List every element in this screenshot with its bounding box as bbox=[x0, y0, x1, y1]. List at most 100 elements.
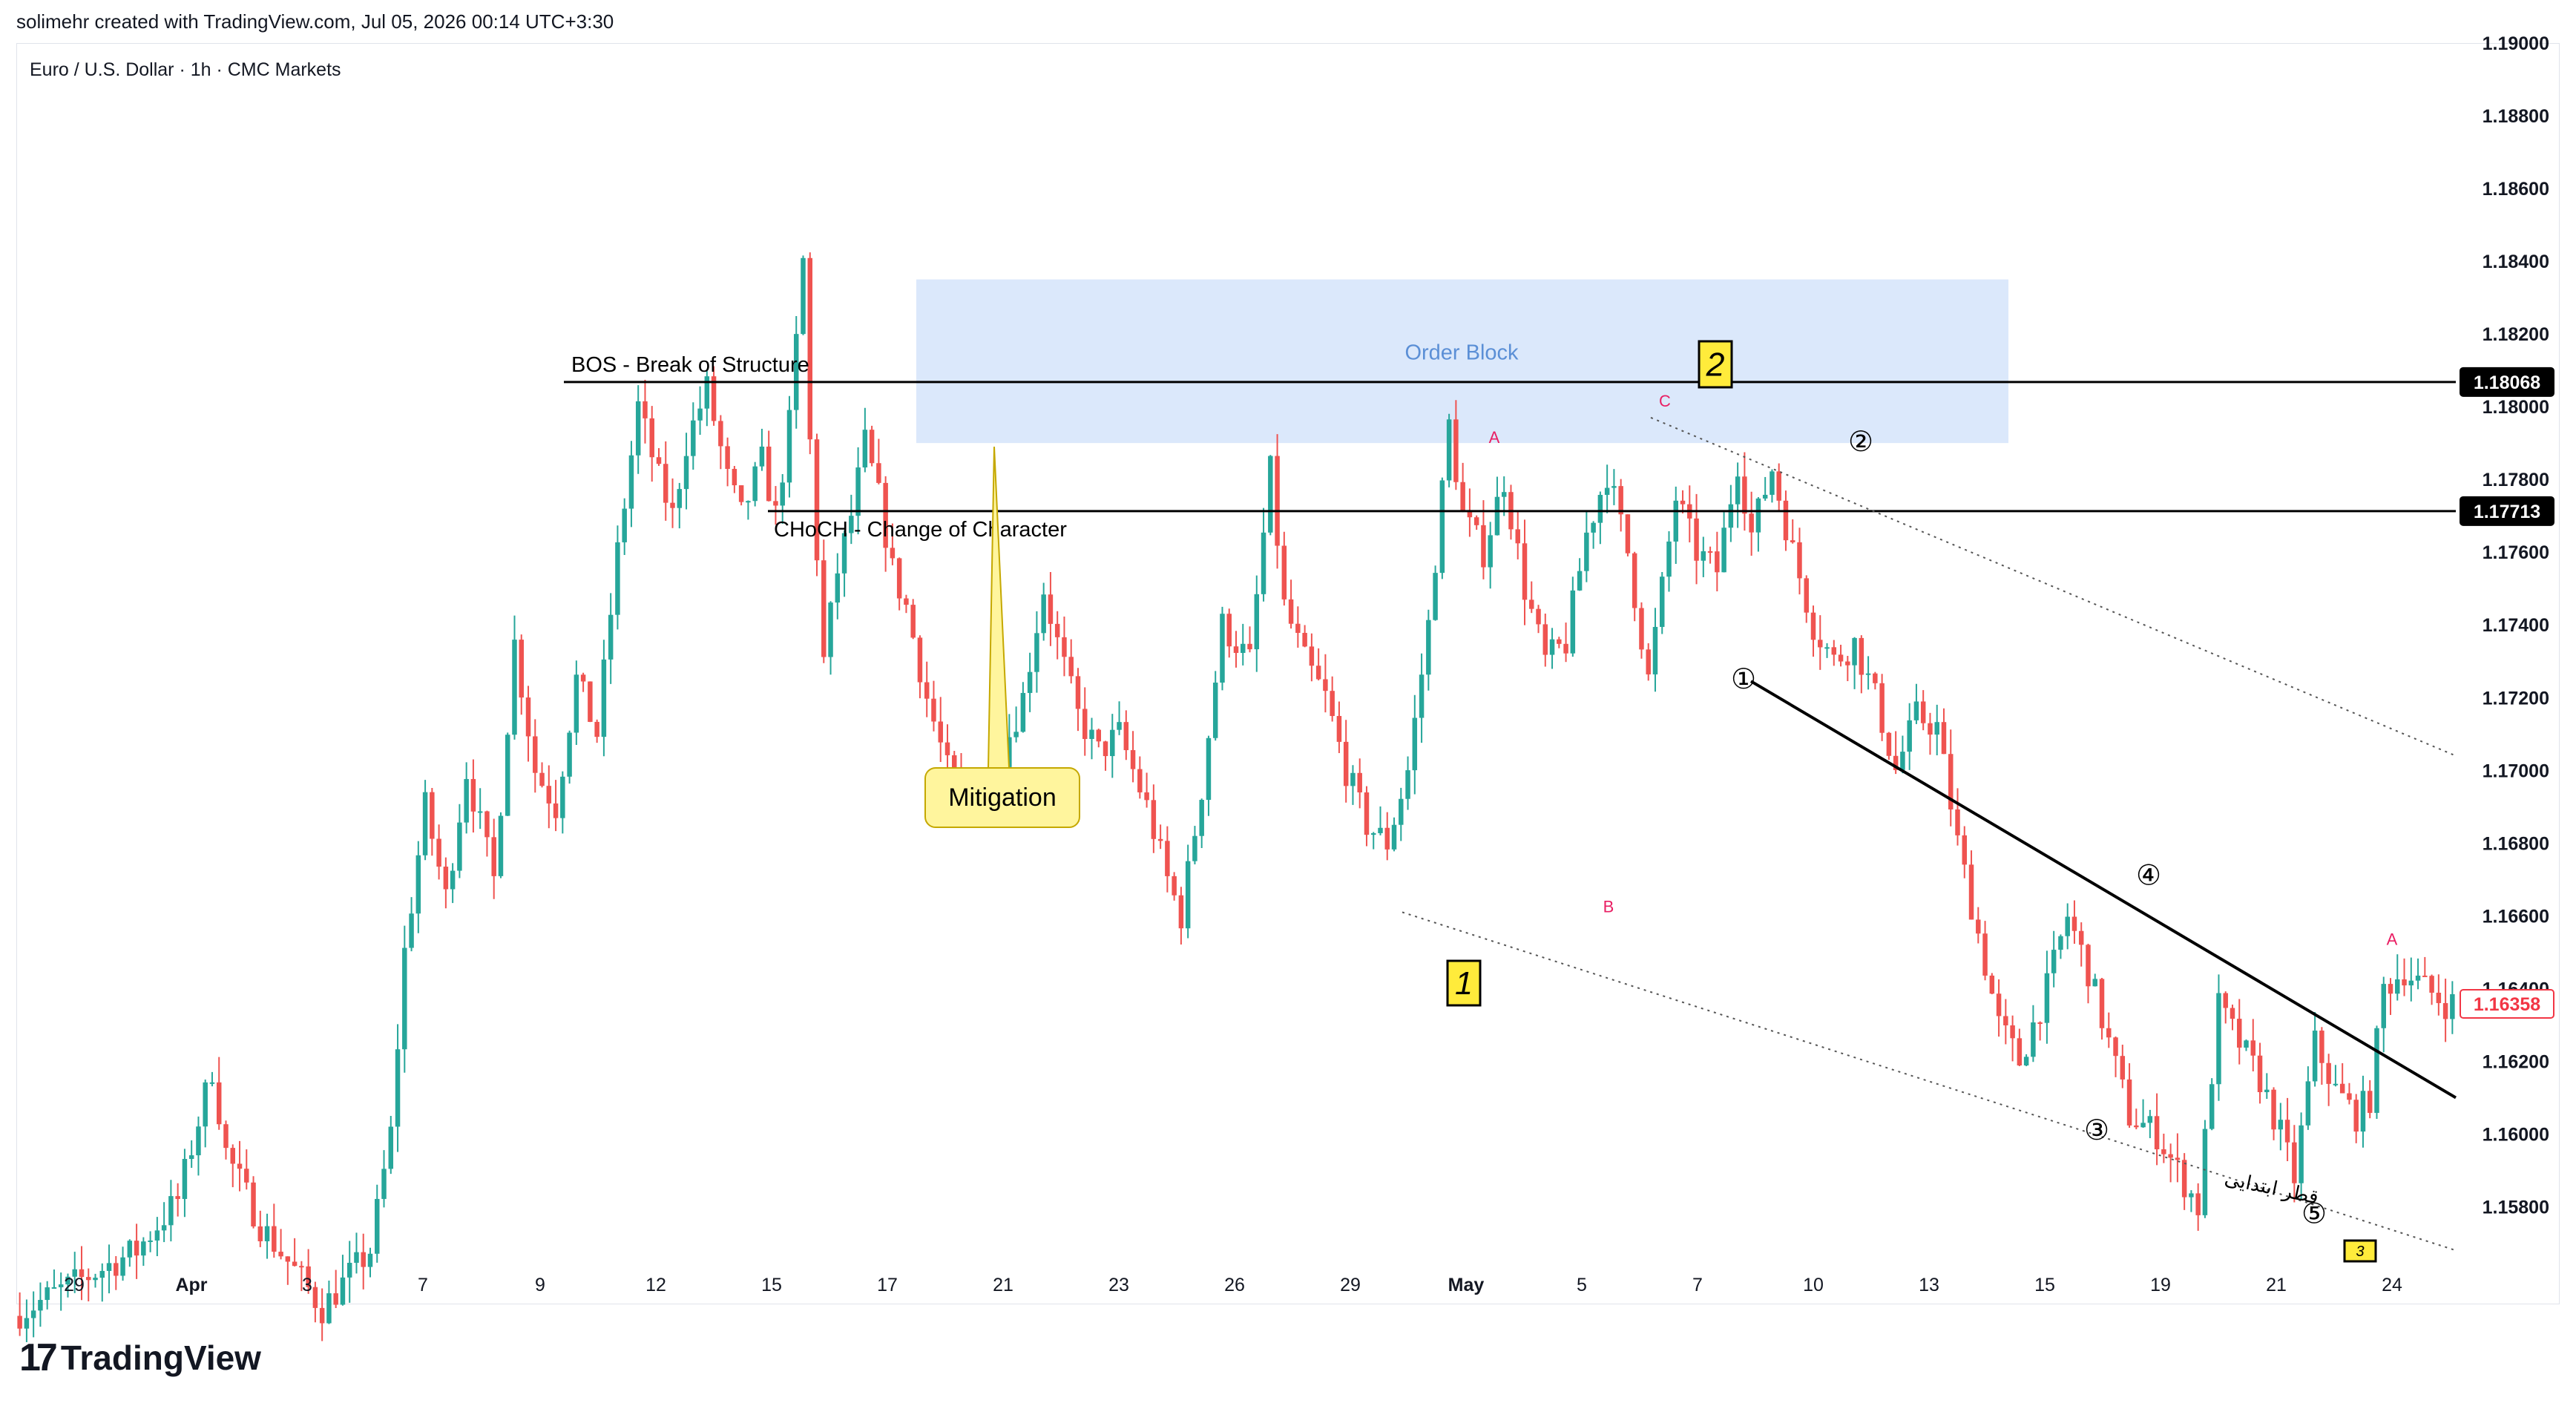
candle-body bbox=[2415, 975, 2421, 981]
candle bbox=[1123, 710, 1129, 761]
candle bbox=[904, 594, 909, 614]
candle bbox=[1281, 531, 1287, 606]
candle bbox=[120, 1246, 125, 1281]
candle bbox=[2126, 1063, 2132, 1129]
candle bbox=[1859, 635, 1864, 694]
candle-body bbox=[1790, 540, 1795, 542]
candle bbox=[326, 1280, 332, 1324]
candle bbox=[2175, 1133, 2181, 1183]
candle-body bbox=[17, 1315, 22, 1329]
candle bbox=[1488, 522, 1493, 589]
impulse-wave-3: ③ bbox=[2084, 1114, 2109, 1146]
wave-trendline bbox=[1749, 680, 2457, 1100]
candle-body bbox=[1982, 933, 1988, 976]
candle bbox=[1755, 496, 1761, 552]
candle bbox=[333, 1269, 338, 1308]
candle bbox=[354, 1232, 359, 1274]
candle bbox=[430, 787, 435, 856]
x-tick-label: 3 bbox=[302, 1275, 312, 1295]
candle bbox=[1481, 500, 1486, 579]
candle-body bbox=[697, 408, 703, 421]
candle-body bbox=[780, 482, 785, 506]
candle-body bbox=[1804, 578, 1809, 613]
candle-body bbox=[1323, 679, 1328, 691]
candle-body bbox=[1096, 729, 1102, 742]
candle-body bbox=[553, 803, 559, 818]
candle-body bbox=[1370, 832, 1376, 835]
y-tick-label: 1.18000 bbox=[2483, 397, 2549, 418]
candle-body bbox=[1577, 571, 1583, 591]
candle bbox=[154, 1217, 160, 1257]
candle bbox=[1494, 476, 1500, 536]
candle bbox=[1797, 528, 1802, 595]
candle bbox=[821, 539, 827, 663]
candle-body bbox=[601, 659, 607, 738]
candle-body bbox=[1563, 643, 1568, 654]
y-tick-label: 1.17000 bbox=[2483, 761, 2549, 781]
candle-body bbox=[484, 811, 490, 838]
candle-body bbox=[2305, 1081, 2311, 1126]
candle-body bbox=[498, 815, 504, 876]
candle bbox=[1701, 536, 1706, 577]
candle-body bbox=[718, 421, 723, 447]
candle-body bbox=[2202, 1129, 2208, 1215]
candle-body bbox=[2120, 1056, 2126, 1080]
candle-body bbox=[51, 1287, 57, 1289]
choch-label: CHoCH - Change of Character bbox=[774, 518, 1067, 542]
candle bbox=[944, 724, 950, 771]
candle bbox=[2395, 954, 2400, 1001]
candle-body bbox=[1536, 608, 1541, 625]
candle bbox=[1295, 606, 1301, 648]
candle bbox=[896, 557, 902, 611]
candle bbox=[1199, 798, 1204, 849]
candle-body bbox=[2065, 916, 2070, 936]
candle-body bbox=[2175, 1157, 2181, 1160]
candle bbox=[1591, 521, 1596, 549]
candle-body bbox=[2312, 1031, 2318, 1082]
candle-body bbox=[209, 1082, 215, 1084]
candle-body bbox=[312, 1287, 318, 1308]
candle-body bbox=[2010, 1025, 2015, 1039]
candle bbox=[643, 379, 648, 444]
candle bbox=[1948, 729, 1954, 827]
candle-body bbox=[430, 792, 435, 839]
candle bbox=[2422, 956, 2428, 977]
candle bbox=[1405, 756, 1410, 810]
candle-body bbox=[2284, 1120, 2290, 1143]
candle-body bbox=[106, 1263, 112, 1271]
candle-body bbox=[594, 721, 599, 738]
candle bbox=[752, 461, 758, 507]
candle-body bbox=[1770, 471, 1775, 495]
tradingview-logo-text: TradingView bbox=[60, 1338, 261, 1377]
candle bbox=[622, 498, 627, 555]
candle bbox=[677, 482, 683, 529]
candle-body bbox=[1666, 541, 1672, 577]
candle-body bbox=[2271, 1089, 2276, 1130]
candle bbox=[415, 841, 421, 933]
candle bbox=[209, 1071, 215, 1087]
candle bbox=[1261, 507, 1266, 602]
candle-body bbox=[1473, 517, 1479, 525]
candle bbox=[141, 1237, 146, 1267]
candle bbox=[2017, 1028, 2023, 1066]
candle bbox=[1652, 608, 1658, 692]
candle-body bbox=[752, 466, 758, 502]
candle bbox=[1068, 639, 1074, 684]
x-tick-label: 29 bbox=[64, 1275, 85, 1295]
candle bbox=[272, 1203, 277, 1258]
candle bbox=[1907, 703, 1912, 770]
candle-body bbox=[904, 598, 909, 605]
candle-body bbox=[1165, 841, 1170, 876]
candle bbox=[2339, 1062, 2345, 1094]
candle bbox=[2168, 1143, 2173, 1183]
candle bbox=[1639, 602, 1644, 659]
candle-body bbox=[1494, 496, 1500, 536]
candle-body bbox=[1089, 729, 1094, 739]
candle-body bbox=[759, 446, 765, 467]
candle-body bbox=[2278, 1120, 2284, 1130]
candle-body bbox=[1522, 543, 1528, 600]
candle-body bbox=[1989, 975, 1995, 994]
candle bbox=[1419, 653, 1425, 743]
candle bbox=[1542, 613, 1548, 667]
